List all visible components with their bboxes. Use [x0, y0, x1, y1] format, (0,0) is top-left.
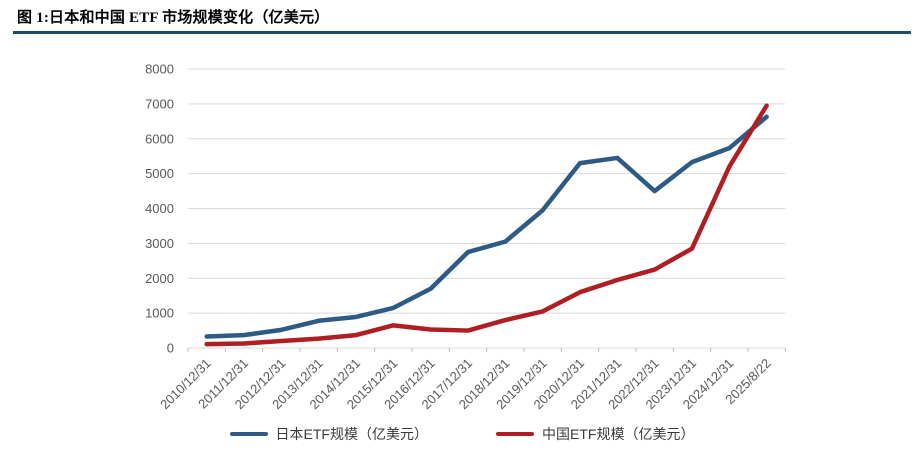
svg-text:3000: 3000: [145, 236, 174, 251]
svg-text:6000: 6000: [145, 131, 174, 146]
figure-title: 图 1:日本和中国 ETF 市场规模变化（亿美元）: [17, 10, 330, 26]
title-underline: [13, 31, 911, 34]
svg-text:2000: 2000: [145, 271, 174, 286]
legend-item-japan: 日本ETF规模（亿美元）: [229, 424, 428, 444]
japan-line-swatch: [229, 432, 268, 436]
chart-legend: 日本ETF规模（亿美元） 中国ETF规模（亿美元）: [0, 424, 924, 444]
svg-text:8000: 8000: [145, 62, 174, 77]
china-line-swatch: [496, 432, 534, 436]
svg-text:1000: 1000: [145, 306, 174, 321]
etf-line-chart: 0100020003000400050006000700080002010/12…: [145, 62, 786, 412]
svg-text:5000: 5000: [145, 166, 174, 181]
svg-text:0: 0: [167, 341, 174, 356]
legend-label-japan: 日本ETF规模（亿美元）: [275, 426, 428, 442]
svg-text:4000: 4000: [145, 201, 174, 216]
legend-label-china: 中国ETF规模（亿美元）: [542, 426, 695, 442]
svg-text:7000: 7000: [145, 96, 174, 111]
legend-item-china: 中国ETF规模（亿美元）: [496, 424, 694, 444]
